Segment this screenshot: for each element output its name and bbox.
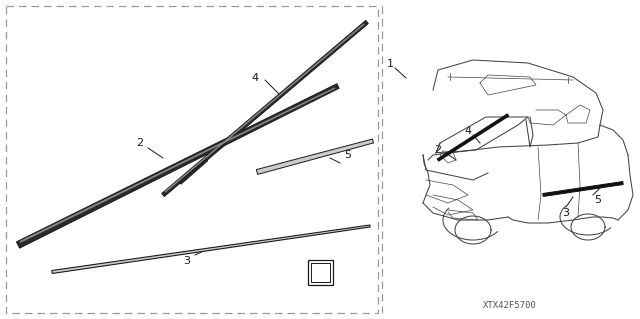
Polygon shape: [543, 182, 623, 197]
Polygon shape: [162, 20, 368, 197]
Text: 1: 1: [387, 59, 394, 69]
Polygon shape: [52, 225, 370, 273]
Text: 2: 2: [435, 145, 442, 155]
Polygon shape: [164, 23, 365, 193]
Text: 4: 4: [465, 126, 472, 136]
Text: 4: 4: [252, 73, 259, 83]
Polygon shape: [437, 114, 509, 161]
Bar: [307, 259, 333, 285]
Polygon shape: [257, 139, 374, 174]
Text: 3: 3: [184, 256, 191, 266]
Bar: [6, 6, 378, 313]
Text: 3: 3: [563, 208, 570, 218]
Polygon shape: [20, 87, 335, 243]
Text: XTX42F5700: XTX42F5700: [483, 301, 537, 310]
Polygon shape: [17, 84, 339, 248]
Polygon shape: [179, 159, 207, 184]
Text: 5: 5: [344, 150, 351, 160]
Bar: [310, 263, 330, 281]
Text: 5: 5: [595, 195, 602, 205]
Text: 2: 2: [136, 138, 143, 148]
